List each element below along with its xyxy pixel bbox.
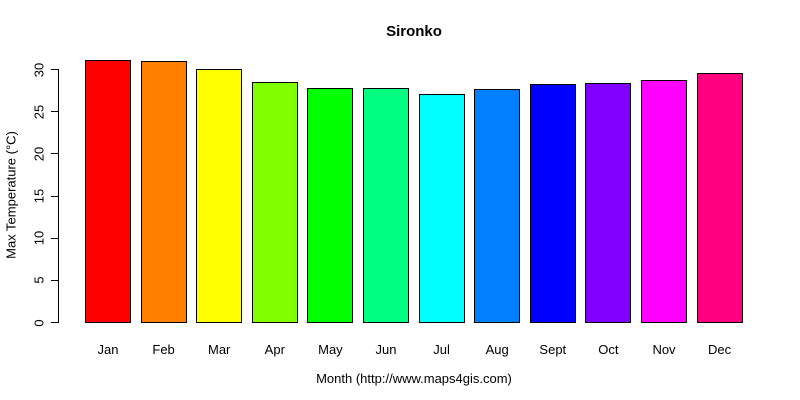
month-label: Nov — [652, 342, 676, 357]
bar-feb — [140, 61, 187, 323]
y-tick — [51, 237, 58, 239]
y-tick — [51, 69, 58, 70]
bar-apr — [251, 81, 298, 323]
y-tick-label: 10 — [31, 230, 47, 246]
y-tick — [51, 153, 58, 155]
month-label: Apr — [264, 342, 285, 357]
bar-dec — [696, 73, 743, 323]
bar-oct — [585, 82, 632, 323]
month-label: Mar — [207, 342, 231, 357]
y-tick — [51, 195, 58, 197]
bar-sept — [529, 84, 576, 323]
month-label: Jun — [375, 342, 397, 357]
bar-jan — [85, 59, 131, 323]
y-axis-line — [58, 69, 59, 323]
month-label: May — [318, 342, 343, 357]
bar-aug — [474, 89, 521, 323]
month-label: Jan — [97, 342, 119, 357]
y-tick-label: 5 — [31, 276, 47, 284]
y-tick-label: 25 — [31, 104, 47, 119]
y-tick-label: 20 — [31, 146, 47, 162]
y-tick — [51, 279, 58, 281]
bar-may — [307, 87, 354, 323]
y-tick — [51, 322, 58, 323]
y-tick-label: 15 — [31, 188, 47, 204]
bar-nov — [641, 79, 687, 323]
bar-jun — [363, 87, 409, 323]
month-label: Feb — [152, 342, 175, 357]
month-label: Aug — [485, 342, 509, 357]
bar-jul — [418, 94, 465, 323]
x-axis-label: Month (http://www.maps4gis.com) — [316, 371, 512, 386]
chart-title: Sironko — [386, 23, 442, 40]
y-tick — [51, 111, 58, 113]
month-label: Oct — [598, 342, 619, 357]
month-label: Sept — [539, 342, 567, 357]
month-label: Jul — [433, 342, 450, 357]
bar-mar — [196, 69, 243, 323]
y-tick-label: 30 — [31, 62, 47, 77]
y-tick-label: 0 — [31, 318, 47, 327]
month-label: Dec — [708, 342, 732, 357]
